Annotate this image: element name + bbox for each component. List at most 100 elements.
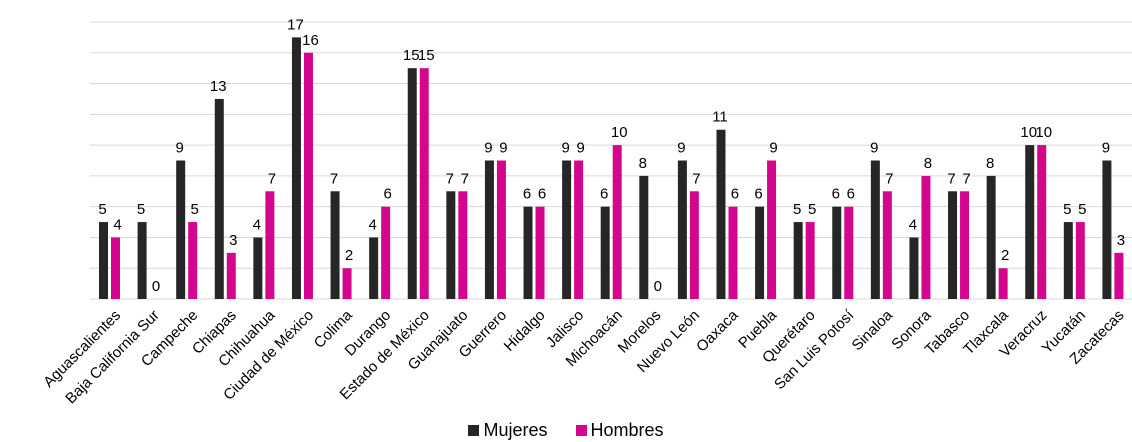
data-label-hombres-17: 9	[769, 140, 777, 157]
legend-label-hombres: Hombres	[590, 420, 664, 440]
legend-label-mujeres: Mujeres	[483, 420, 548, 440]
data-label-hombres-14: 0	[654, 278, 662, 295]
bar-hombres-5	[303, 52, 313, 300]
data-label-mujeres-11: 6	[523, 186, 531, 203]
bar-mujeres-2	[176, 160, 186, 299]
bar-hombres-16	[728, 206, 738, 299]
bars	[99, 37, 1124, 300]
data-label-hombres-10: 9	[499, 140, 507, 157]
bar-mujeres-4	[253, 237, 263, 299]
data-label-mujeres-9: 7	[446, 170, 454, 187]
bar-hombres-24	[1037, 145, 1047, 299]
bar-hombres-3	[226, 252, 236, 299]
data-label-mujeres-20: 9	[870, 140, 878, 157]
bar-mujeres-11	[523, 206, 533, 299]
data-label-mujeres-5: 17	[287, 16, 304, 33]
data-label-mujeres-23: 8	[986, 155, 994, 172]
data-label-mujeres-17: 6	[754, 186, 762, 203]
bar-hombres-12	[574, 160, 584, 299]
bar-hombres-26	[1114, 252, 1124, 299]
data-label-hombres-9: 7	[461, 170, 469, 187]
bar-hombres-2	[188, 222, 198, 299]
bar-hombres-4	[265, 191, 275, 299]
data-label-hombres-16: 6	[731, 186, 739, 203]
bar-mujeres-23	[986, 175, 996, 299]
bar-hombres-11	[535, 206, 545, 299]
data-label-hombres-21: 8	[924, 155, 932, 172]
data-label-mujeres-8: 15	[403, 47, 420, 64]
data-label-mujeres-4: 4	[253, 216, 261, 233]
data-label-hombres-25: 5	[1078, 201, 1086, 218]
data-label-hombres-23: 2	[1001, 247, 1009, 264]
data-label-mujeres-19: 6	[832, 186, 840, 203]
bar-hombres-22	[960, 191, 970, 299]
data-label-mujeres-7: 4	[368, 216, 376, 233]
bar-mujeres-19	[832, 206, 842, 299]
bar-mujeres-16	[716, 129, 726, 299]
data-label-hombres-6: 2	[345, 247, 353, 264]
bar-mujeres-25	[1063, 222, 1073, 299]
legend-swatch-hombres	[575, 425, 587, 436]
data-label-mujeres-16: 11	[712, 109, 728, 126]
legend: Mujeres Hombres	[0, 420, 1132, 441]
bar-mujeres-15	[677, 160, 687, 299]
bar-mujeres-26	[1102, 160, 1112, 299]
bar-mujeres-24	[1025, 145, 1035, 299]
data-label-hombres-5: 16	[302, 32, 319, 49]
data-label-hombres-22: 7	[962, 170, 970, 187]
data-label-hombres-3: 3	[229, 232, 237, 249]
data-label-mujeres-0: 5	[98, 201, 106, 218]
data-label-mujeres-14: 8	[639, 155, 647, 172]
category-label-20: Sinaloa	[849, 306, 897, 354]
legend-item-hombres: Hombres	[575, 420, 664, 441]
bar-hombres-13	[612, 145, 622, 299]
data-label-mujeres-12: 9	[561, 140, 569, 157]
data-label-mujeres-21: 4	[909, 216, 917, 233]
bar-mujeres-0	[99, 222, 108, 299]
bar-hombres-0	[111, 237, 120, 299]
data-label-hombres-12: 9	[576, 140, 584, 157]
bar-hombres-18	[805, 222, 815, 299]
data-label-hombres-13: 10	[611, 124, 628, 141]
data-label-mujeres-22: 7	[947, 170, 955, 187]
data-label-mujeres-24: 10	[1020, 124, 1037, 141]
data-label-hombres-2: 5	[191, 201, 199, 218]
data-label-hombres-24: 10	[1035, 124, 1052, 141]
bar-hombres-6	[342, 268, 352, 299]
gridlines	[90, 21, 1132, 300]
data-label-hombres-20: 7	[885, 170, 893, 187]
data-label-hombres-4: 7	[268, 170, 276, 187]
bar-mujeres-20	[870, 160, 880, 299]
bar-mujeres-17	[755, 206, 765, 299]
bar-mujeres-7	[369, 237, 379, 299]
bar-hombres-19	[844, 206, 854, 299]
bar-hombres-8	[419, 68, 429, 300]
data-label-mujeres-1: 5	[137, 201, 145, 218]
legend-item-mujeres: Mujeres	[468, 420, 548, 441]
data-label-hombres-26: 3	[1117, 232, 1125, 249]
data-label-mujeres-10: 9	[484, 140, 492, 157]
data-label-hombres-1: 0	[152, 278, 160, 295]
data-label-hombres-8: 15	[418, 47, 435, 64]
bar-mujeres-13	[600, 206, 610, 299]
data-label-mujeres-18: 5	[793, 201, 801, 218]
data-label-hombres-11: 6	[538, 186, 546, 203]
bar-mujeres-9	[446, 191, 456, 299]
data-label-mujeres-6: 7	[330, 170, 338, 187]
data-label-mujeres-15: 9	[677, 140, 685, 157]
bar-mujeres-5	[291, 37, 301, 300]
bar-mujeres-10	[484, 160, 494, 299]
legend-swatch-mujeres	[468, 425, 480, 436]
bar-hombres-10	[496, 160, 506, 299]
bar-mujeres-3	[214, 98, 224, 299]
bar-mujeres-8	[407, 68, 417, 300]
category-label-16: Oaxaca	[693, 306, 742, 355]
data-label-mujeres-26: 9	[1102, 140, 1110, 157]
bar-mujeres-6	[330, 191, 340, 299]
bar-hombres-15	[689, 191, 699, 299]
bar-hombres-21	[921, 175, 931, 299]
data-label-hombres-7: 6	[383, 186, 391, 203]
bar-mujeres-22	[948, 191, 958, 299]
